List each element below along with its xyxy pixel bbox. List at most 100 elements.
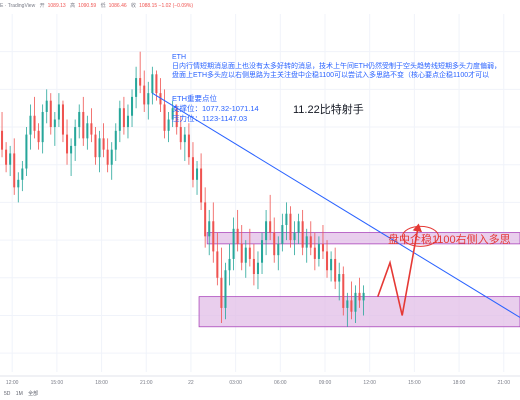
candle-body: [94, 134, 97, 158]
candle-body: [313, 247, 316, 259]
candle-body: [171, 108, 174, 120]
candle-body: [78, 111, 81, 128]
candle-body: [224, 270, 227, 308]
x-tick-label: 21:00: [497, 380, 510, 386]
candle-body: [321, 243, 324, 252]
candle-body: [5, 149, 8, 165]
candle-body: [187, 134, 190, 158]
candle-body: [17, 179, 20, 188]
candle-body: [86, 123, 89, 139]
candle-body: [126, 115, 129, 128]
candle-body: [338, 274, 341, 282]
candle-body: [220, 277, 223, 308]
candle-body: [66, 134, 69, 154]
candle-body: [98, 138, 101, 158]
candle-body: [256, 262, 259, 275]
x-tick-label: 03:00: [229, 380, 242, 386]
candle-body: [37, 130, 40, 143]
header-bar: E · TradingView 开 1089.13 高 1090.59 低 1086.…: [0, 0, 520, 12]
candle-body: [305, 236, 308, 248]
analysis-note: ETH 日内行情短期消息面上也没有太多好转的消息，技术上午间ETH仍然受制于空头…: [172, 53, 520, 80]
candle-body: [285, 213, 288, 226]
candle-body: [232, 228, 235, 259]
candle-body: [29, 115, 32, 135]
candle-body: [317, 243, 320, 259]
candle-body: [301, 221, 304, 248]
ohlc-close-value: 1088.15 −1.02 (−0.09%): [139, 3, 193, 9]
candle-body: [240, 243, 243, 263]
x-tick-label: 12:00: [363, 380, 376, 386]
candle-body: [179, 127, 182, 143]
candle-body: [342, 274, 345, 308]
ohlc-high-key: 高: [70, 3, 76, 9]
candle-body: [354, 292, 357, 312]
candle-body: [21, 168, 24, 180]
candle-body: [41, 111, 44, 143]
x-axis: 12:00 15:00 18:00 21:00 22 03:00 06:00 09:00 12:…: [0, 375, 520, 386]
candle-body: [269, 221, 272, 233]
candle-body: [90, 123, 93, 135]
candle-body: [261, 240, 264, 263]
candle-body: [326, 251, 329, 271]
entry-strategy-label: 盘中企稳1100右侧入多思: [388, 234, 511, 246]
range-button-5d[interactable]: 5D: [4, 391, 11, 397]
candle-body: [228, 258, 231, 271]
candle-body: [236, 228, 239, 244]
candle-body: [143, 85, 146, 105]
ohlc-open-value: 1089.13: [47, 3, 66, 9]
candle-body: [196, 168, 199, 180]
symbol-label: E · TradingView: [0, 3, 36, 9]
candle-body: [114, 130, 117, 150]
candle-body: [273, 232, 276, 256]
candle-body: [74, 127, 77, 146]
drawing-layer: [152, 92, 520, 318]
candle-body: [147, 93, 150, 105]
support-level: 支撑位：1077.32-1071.14: [172, 104, 259, 113]
analysis-line-1: 日内行情短期消息面上也没有太多好转的消息，技术上午间ETH仍然受制于空头趋势线短…: [172, 63, 501, 70]
target-ellipse: [401, 225, 439, 247]
descending-trendline: [152, 92, 520, 318]
candle-body: [358, 292, 361, 301]
candle-body: [191, 157, 194, 180]
candle-body: [281, 225, 284, 244]
x-tick-label: 09:00: [319, 380, 332, 386]
ohlc-low-key: 低: [100, 3, 106, 9]
candle-body: [106, 149, 109, 165]
candle-body: [49, 100, 52, 128]
candle-body: [309, 236, 312, 248]
candle-body: [175, 108, 178, 128]
candle-body: [57, 104, 60, 120]
ohlc-low-value: 1086.46: [108, 3, 127, 9]
analysis-title: ETH: [172, 54, 186, 61]
candle-body: [118, 108, 121, 131]
analysis-line-2: 盘面上ETH多头应以右侧思路为主关注盘中企稳1100可以尝试入多思路不变（核心要…: [172, 72, 490, 79]
ohlc-high-value: 1090.59: [78, 3, 97, 9]
key-levels-note: ETH重要点位 支撑位：1077.32-1071.14 压力位：1123-114…: [172, 94, 259, 124]
x-tick-label: 18:00: [453, 380, 466, 386]
candle-body: [139, 78, 142, 86]
candle-body: [61, 104, 64, 135]
candle-body: [346, 300, 349, 308]
levels-title: ETH重要点位: [172, 94, 217, 103]
range-button-all[interactable]: 全部: [28, 391, 39, 397]
candle-body: [167, 119, 170, 131]
candle-body: [159, 93, 162, 105]
candle-body: [200, 168, 203, 203]
candle-body: [163, 104, 166, 131]
candle-body: [265, 221, 268, 241]
candle-body: [252, 258, 255, 275]
candle-body: [82, 111, 85, 139]
range-button-1m[interactable]: 1M: [15, 391, 23, 397]
candle-body: [362, 292, 365, 301]
author-date-label: 11.22比特射手: [293, 104, 364, 116]
candle-body: [204, 202, 207, 237]
candle-body: [208, 221, 211, 237]
candle-body: [183, 134, 186, 143]
candle-body: [155, 74, 158, 94]
candle-body: [33, 115, 36, 131]
candle-body: [45, 100, 48, 112]
candle-body: [293, 232, 296, 241]
candle-body: [135, 78, 138, 97]
ohlc-open-key: 开: [39, 3, 45, 9]
